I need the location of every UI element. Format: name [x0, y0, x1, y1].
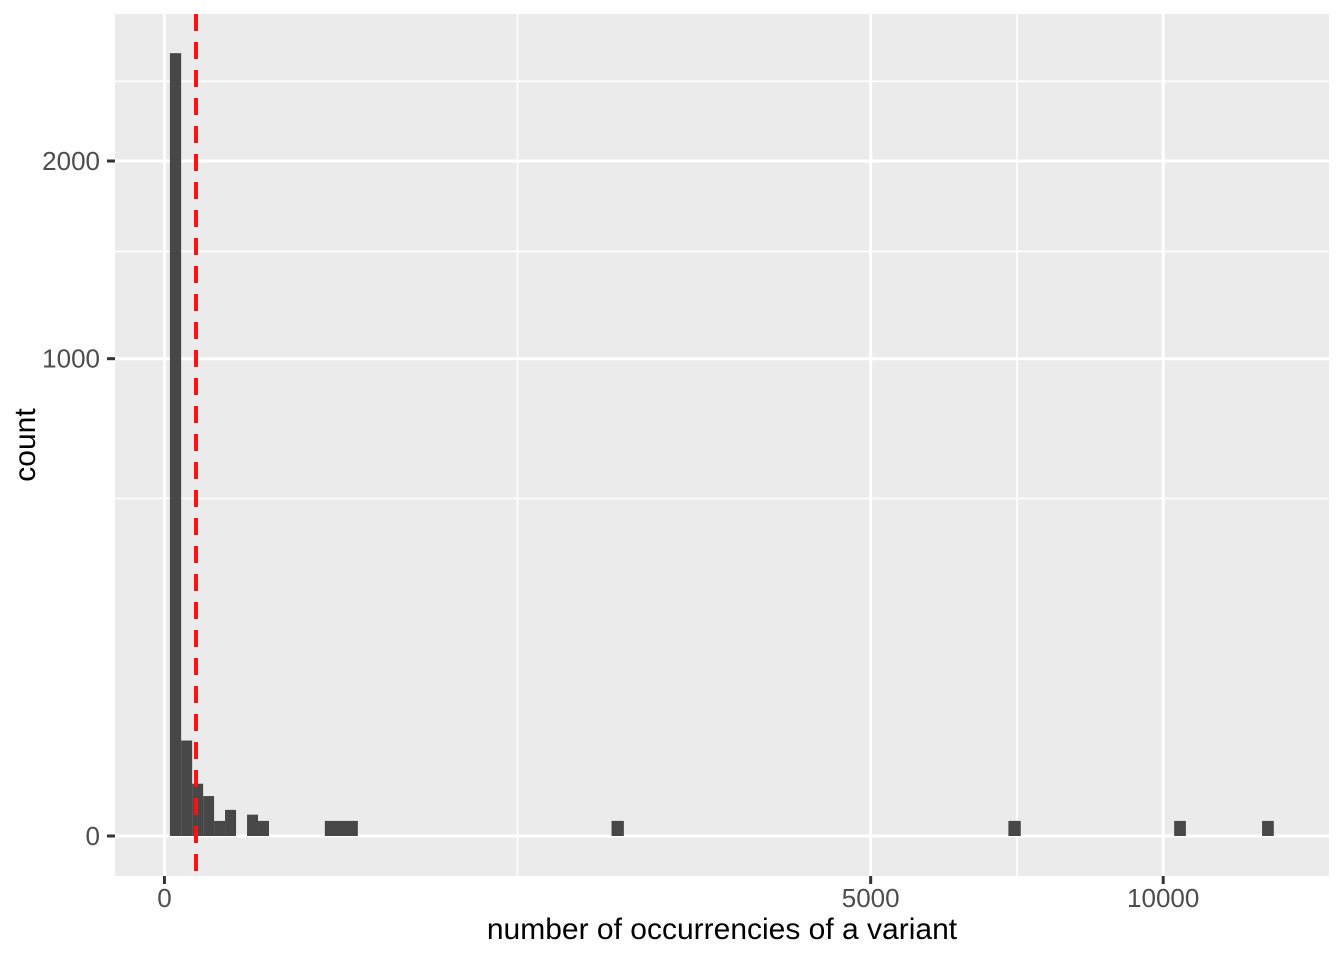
histogram-bar — [1262, 820, 1274, 837]
histogram-bar — [1008, 820, 1021, 837]
plot-panel — [115, 14, 1329, 876]
histogram-bar — [324, 820, 358, 837]
x-axis-title: number of occurrencies of a variant — [486, 913, 958, 946]
histogram-bar — [247, 814, 259, 837]
histogram-bar — [1174, 820, 1186, 837]
histogram-bar — [225, 809, 237, 837]
histogram-bar — [611, 820, 624, 837]
histogram-bar — [169, 53, 182, 837]
histogram-bar — [181, 740, 193, 837]
y-tick-label: 0 — [86, 821, 100, 851]
y-tick-label: 2000 — [42, 146, 100, 176]
x-tick-label: 5000 — [842, 883, 900, 913]
histogram-bar — [258, 820, 269, 837]
y-tick-label: 1000 — [42, 344, 100, 374]
histogram-bar — [214, 820, 226, 837]
x-tick-label: 10000 — [1127, 883, 1199, 913]
histogram-bar — [203, 796, 215, 837]
x-tick-label: 0 — [157, 883, 171, 913]
y-axis-title: count — [9, 408, 42, 482]
